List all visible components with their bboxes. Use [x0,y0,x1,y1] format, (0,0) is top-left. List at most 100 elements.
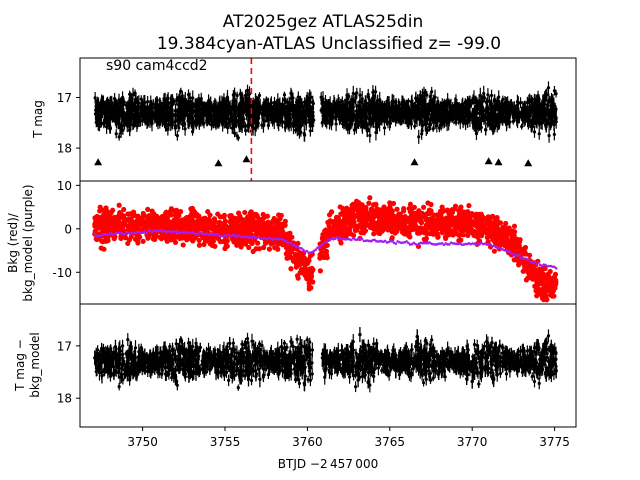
data-point [242,106,246,110]
data-point [266,123,270,127]
data-point [261,112,265,116]
data-point [326,109,330,113]
data-point [122,123,127,127]
data-point [424,128,428,132]
data-point [207,104,212,108]
data-point [105,108,110,112]
data-point [96,107,100,111]
data-point [422,101,427,106]
data-point [218,114,222,119]
data-point [478,106,482,110]
data-point [435,104,439,108]
data-point [419,96,423,101]
data-point [504,114,508,118]
data-point [287,111,291,115]
data-point [491,127,495,131]
data-point [194,119,198,123]
data-point [308,92,312,96]
data-point [410,116,414,120]
data-point [537,132,541,136]
data-point [303,133,307,137]
data-point [347,94,351,99]
data-point [176,118,180,122]
data-point [355,91,359,95]
data-point [229,111,233,115]
data-point [264,105,269,110]
data-point [129,119,133,124]
data-point [244,110,249,114]
data-point [409,99,414,104]
data-point [291,103,296,108]
data-point [475,103,479,107]
data-point [371,90,375,94]
data-point [188,96,192,100]
data-point [235,93,239,98]
data-point [287,105,292,109]
data-point [107,120,111,124]
data-point [486,93,490,97]
data-point [243,93,248,98]
data-point [532,130,537,134]
data-point [453,113,457,117]
data-point [511,106,515,110]
data-point [367,122,371,126]
data-point [320,98,324,102]
data-point [135,121,139,125]
data-point [281,102,285,106]
data-point [114,132,118,136]
data-point [423,91,427,95]
data-point [231,99,235,103]
data-point [479,122,483,126]
data-point [463,105,467,109]
data-point [347,115,352,119]
data-point [188,121,192,125]
data-point [430,90,434,94]
data-point [378,98,382,102]
data-point [155,98,159,102]
data-point [205,119,209,123]
data-point [484,128,488,132]
data-point [337,113,342,117]
data-point [196,112,200,116]
data-point [552,122,556,127]
data-point [284,110,288,114]
data-point [412,107,416,111]
data-point [406,120,411,125]
data-point [282,98,287,102]
data-point [238,109,242,113]
data-point [388,114,392,119]
data-point [156,112,160,116]
data-point [257,93,262,98]
data-point [137,101,141,105]
data-point [148,118,152,123]
data-point [437,126,441,130]
data-point [345,100,349,104]
data-point [167,123,171,127]
data-point [174,108,178,113]
data-point [197,100,201,104]
data-point [310,112,314,116]
data-point [445,113,450,117]
data-point [173,126,178,130]
data-point [485,100,489,104]
data-point [418,115,423,119]
data-point [390,99,394,103]
data-point [549,104,553,108]
data-point [523,115,527,119]
data-point [528,99,532,103]
data-point [454,103,458,107]
data-point [237,124,241,128]
data-point [436,115,441,119]
data-point [368,133,372,138]
data-point [131,93,135,97]
data-point [547,133,551,138]
data-point [542,109,546,114]
data-point [382,126,387,130]
data-point [374,125,378,129]
data-point [251,120,255,124]
data-point [247,102,251,107]
data-point [207,116,211,120]
data-point [306,97,310,101]
data-point [199,114,203,118]
